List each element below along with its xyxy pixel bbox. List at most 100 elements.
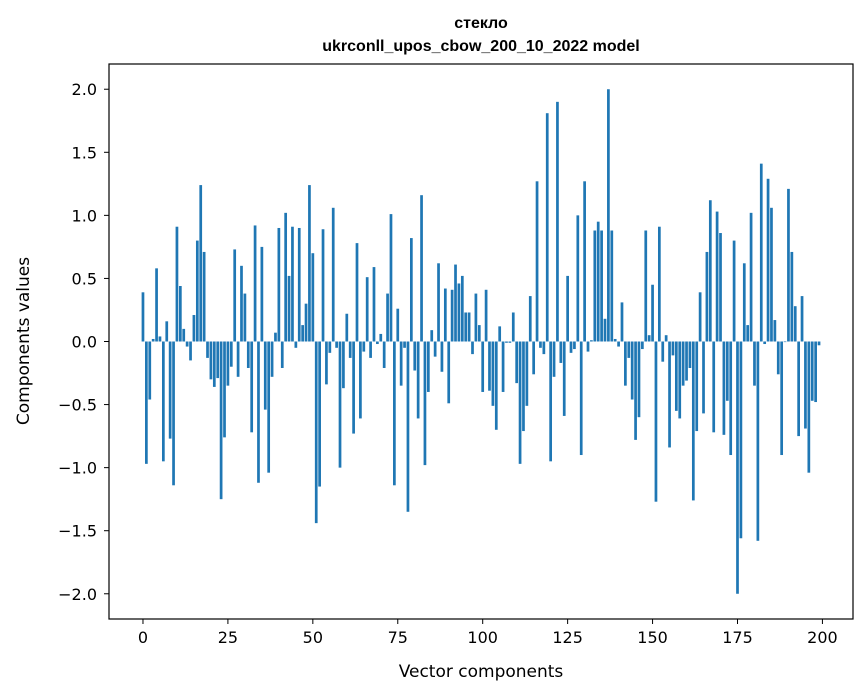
bar-155 xyxy=(668,341,671,448)
bar-60 xyxy=(345,313,349,342)
bar-88 xyxy=(440,341,444,372)
y-tick-label: −0.5 xyxy=(58,396,97,415)
bar-105 xyxy=(498,326,502,342)
bar-127 xyxy=(573,341,576,350)
bar-108 xyxy=(508,341,512,343)
bar-199 xyxy=(817,341,821,346)
bar-74 xyxy=(393,341,396,486)
bar-138 xyxy=(610,230,614,342)
bar-186 xyxy=(773,320,777,342)
bar-65 xyxy=(362,341,366,352)
bar-185 xyxy=(770,207,773,342)
bar-84 xyxy=(426,341,430,392)
y-tick-label: −1.5 xyxy=(58,522,97,541)
bar-55 xyxy=(328,341,332,353)
bar-189 xyxy=(783,341,787,343)
bar-41 xyxy=(280,341,284,368)
bar-198 xyxy=(814,341,817,403)
bar-2 xyxy=(148,341,152,400)
bar-170 xyxy=(719,233,722,342)
bar-53 xyxy=(321,229,325,342)
bar-21 xyxy=(212,341,216,387)
bar-52 xyxy=(318,341,321,487)
bar-36 xyxy=(263,341,267,410)
bar-169 xyxy=(715,211,719,342)
bar-3 xyxy=(151,338,155,342)
chart-title-line1: стекло xyxy=(454,15,508,32)
y-tick-label: 1.5 xyxy=(72,143,97,162)
bar-192 xyxy=(793,306,797,342)
bar-118 xyxy=(542,341,546,355)
x-tick-label: 100 xyxy=(467,628,498,647)
bar-6 xyxy=(161,341,165,462)
bar-0 xyxy=(141,292,145,342)
bar-49 xyxy=(308,185,311,342)
bar-59 xyxy=(342,341,345,389)
bar-12 xyxy=(182,328,186,342)
bar-91 xyxy=(450,289,454,342)
bar-15 xyxy=(192,315,196,342)
bar-191 xyxy=(790,251,794,342)
bar-44 xyxy=(291,226,294,342)
bar-122 xyxy=(556,101,559,342)
plot-area-frame xyxy=(108,63,854,620)
bar-125 xyxy=(566,275,569,342)
bar-33 xyxy=(253,225,257,342)
bar-28 xyxy=(236,341,240,377)
bar-34 xyxy=(257,341,260,483)
bar-20 xyxy=(209,341,213,380)
bar-128 xyxy=(576,215,580,342)
bar-98 xyxy=(474,293,478,342)
bar-37 xyxy=(267,341,271,473)
y-tick-label: 1.0 xyxy=(72,206,97,225)
bar-69 xyxy=(376,341,379,345)
bar-183 xyxy=(763,341,767,345)
bar-146 xyxy=(637,341,641,418)
bar-73 xyxy=(389,214,393,342)
bar-78 xyxy=(406,341,410,512)
bar-96 xyxy=(467,312,471,342)
bar-121 xyxy=(552,341,556,377)
bar-182 xyxy=(759,163,763,342)
bar-80 xyxy=(413,341,417,371)
bar-99 xyxy=(477,325,481,342)
bar-70 xyxy=(379,333,383,342)
bar-82 xyxy=(420,195,423,342)
y-tick-label: 0.0 xyxy=(72,333,97,352)
bar-75 xyxy=(396,308,400,342)
bar-140 xyxy=(617,341,620,347)
bar-152 xyxy=(657,226,661,342)
bar-101 xyxy=(484,289,488,342)
x-tick-label: 0 xyxy=(138,628,148,647)
bar-23 xyxy=(219,341,223,500)
bar-142 xyxy=(624,341,627,386)
bar-27 xyxy=(233,249,237,342)
bar-174 xyxy=(732,240,736,342)
bar-85 xyxy=(430,330,434,342)
bar-180 xyxy=(753,341,756,386)
bar-113 xyxy=(525,341,529,406)
bar-32 xyxy=(250,341,254,433)
x-tick-label: 150 xyxy=(637,628,668,647)
bar-166 xyxy=(705,251,709,342)
bar-176 xyxy=(739,341,743,539)
bar-68 xyxy=(372,267,376,342)
bar-50 xyxy=(311,253,315,342)
bar-129 xyxy=(579,341,583,456)
bar-92 xyxy=(454,264,457,342)
bar-22 xyxy=(216,341,220,379)
bar-8 xyxy=(168,341,172,439)
bar-16 xyxy=(195,240,199,342)
bar-45 xyxy=(294,341,298,348)
bar-168 xyxy=(712,341,716,433)
bar-19 xyxy=(206,341,209,358)
bar-119 xyxy=(545,113,549,342)
bar-87 xyxy=(437,263,440,342)
bar-165 xyxy=(702,341,705,414)
bar-160 xyxy=(685,341,688,381)
bar-156 xyxy=(671,341,675,356)
bar-110 xyxy=(515,341,519,384)
chart-title-line2: ukrconll_upos_cbow_200_10_2022 model xyxy=(322,38,639,55)
